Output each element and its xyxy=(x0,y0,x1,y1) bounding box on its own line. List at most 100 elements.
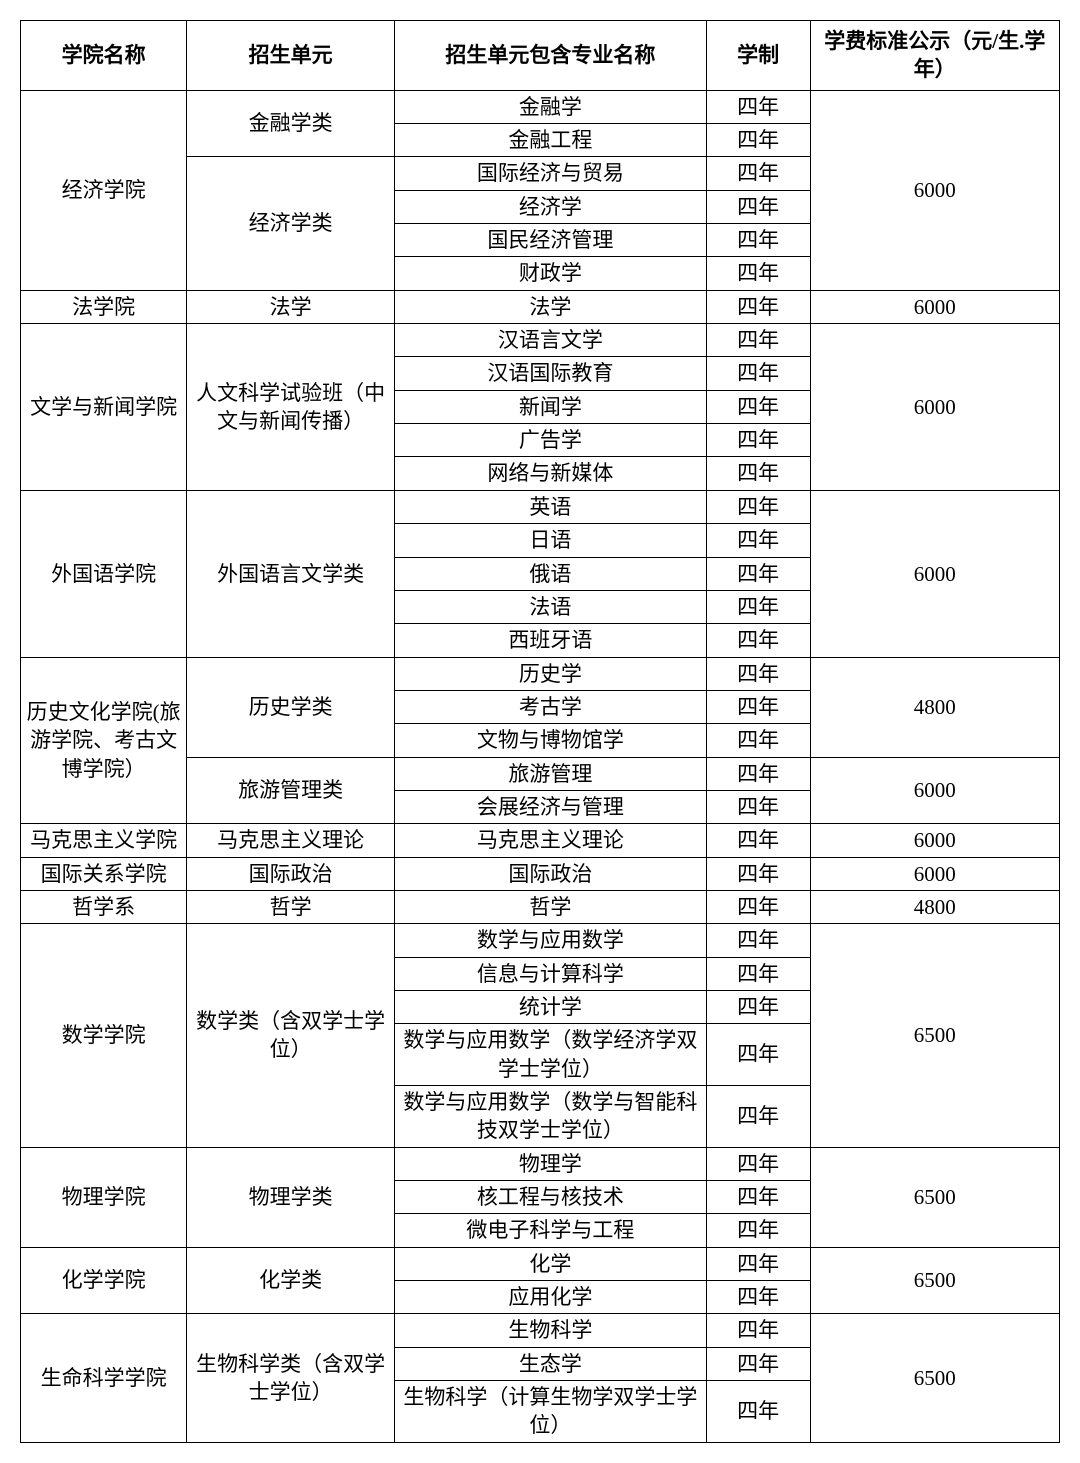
major-cell: 会展经济与管理 xyxy=(395,790,707,823)
duration-cell: 四年 xyxy=(706,957,810,990)
duration-cell: 四年 xyxy=(706,590,810,623)
header-duration: 学制 xyxy=(706,21,810,91)
duration-cell: 四年 xyxy=(706,524,810,557)
major-cell: 马克思主义理论 xyxy=(395,824,707,857)
header-unit: 招生单元 xyxy=(187,21,395,91)
college-cell: 物理学院 xyxy=(21,1147,187,1247)
college-cell: 法学院 xyxy=(21,290,187,323)
major-cell: 国际政治 xyxy=(395,857,707,890)
fee-cell: 6000 xyxy=(810,90,1059,290)
duration-cell: 四年 xyxy=(706,457,810,490)
major-cell: 财政学 xyxy=(395,257,707,290)
major-cell: 生物科学 xyxy=(395,1314,707,1347)
duration-cell: 四年 xyxy=(706,157,810,190)
unit-cell: 法学 xyxy=(187,290,395,323)
duration-cell: 四年 xyxy=(706,357,810,390)
fee-cell: 4800 xyxy=(810,657,1059,757)
college-cell: 外国语学院 xyxy=(21,490,187,657)
header-row: 学院名称 招生单元 招生单元包含专业名称 学制 学费标准公示（元/生.学年） xyxy=(21,21,1060,91)
duration-cell: 四年 xyxy=(706,1024,810,1086)
unit-cell: 历史学类 xyxy=(187,657,395,757)
unit-cell: 外国语言文学类 xyxy=(187,490,395,657)
table-row: 文学与新闻学院人文科学试验班（中文与新闻传播）汉语言文学四年6000 xyxy=(21,324,1060,357)
duration-cell: 四年 xyxy=(706,1347,810,1380)
major-cell: 文物与博物馆学 xyxy=(395,724,707,757)
duration-cell: 四年 xyxy=(706,190,810,223)
duration-cell: 四年 xyxy=(706,257,810,290)
fee-cell: 6000 xyxy=(810,490,1059,657)
header-fee: 学费标准公示（元/生.学年） xyxy=(810,21,1059,91)
major-cell: 西班牙语 xyxy=(395,624,707,657)
duration-cell: 四年 xyxy=(706,790,810,823)
table-row: 外国语学院外国语言文学类英语四年6000 xyxy=(21,490,1060,523)
college-cell: 经济学院 xyxy=(21,90,187,290)
major-cell: 汉语言文学 xyxy=(395,324,707,357)
table-row: 哲学系哲学哲学四年4800 xyxy=(21,890,1060,923)
unit-cell: 化学类 xyxy=(187,1247,395,1314)
major-cell: 汉语国际教育 xyxy=(395,357,707,390)
table-row: 物理学院物理学类物理学四年6500 xyxy=(21,1147,1060,1180)
major-cell: 金融工程 xyxy=(395,124,707,157)
duration-cell: 四年 xyxy=(706,690,810,723)
unit-cell: 旅游管理类 xyxy=(187,757,395,824)
duration-cell: 四年 xyxy=(706,924,810,957)
duration-cell: 四年 xyxy=(706,724,810,757)
unit-cell: 数学类（含双学士学位） xyxy=(187,924,395,1147)
duration-cell: 四年 xyxy=(706,1181,810,1214)
table-row: 马克思主义学院马克思主义理论马克思主义理论四年6000 xyxy=(21,824,1060,857)
major-cell: 国际经济与贸易 xyxy=(395,157,707,190)
duration-cell: 四年 xyxy=(706,857,810,890)
major-cell: 应用化学 xyxy=(395,1281,707,1314)
header-college: 学院名称 xyxy=(21,21,187,91)
duration-cell: 四年 xyxy=(706,90,810,123)
major-cell: 新闻学 xyxy=(395,390,707,423)
duration-cell: 四年 xyxy=(706,490,810,523)
duration-cell: 四年 xyxy=(706,1247,810,1280)
fee-cell: 6500 xyxy=(810,924,1059,1147)
unit-cell: 人文科学试验班（中文与新闻传播） xyxy=(187,324,395,491)
major-cell: 历史学 xyxy=(395,657,707,690)
duration-cell: 四年 xyxy=(706,890,810,923)
unit-cell: 生物科学类（含双学士学位） xyxy=(187,1314,395,1442)
unit-cell: 经济学类 xyxy=(187,157,395,290)
duration-cell: 四年 xyxy=(706,390,810,423)
major-cell: 金融学 xyxy=(395,90,707,123)
unit-cell: 哲学 xyxy=(187,890,395,923)
major-cell: 国民经济管理 xyxy=(395,224,707,257)
major-cell: 化学 xyxy=(395,1247,707,1280)
duration-cell: 四年 xyxy=(706,1314,810,1347)
major-cell: 微电子科学与工程 xyxy=(395,1214,707,1247)
table-row: 法学院法学法学四年6000 xyxy=(21,290,1060,323)
fee-cell: 6000 xyxy=(810,824,1059,857)
major-cell: 数学与应用数学（数学经济学双学士学位） xyxy=(395,1024,707,1086)
duration-cell: 四年 xyxy=(706,324,810,357)
duration-cell: 四年 xyxy=(706,1214,810,1247)
major-cell: 数学与应用数学（数学与智能科技双学士学位） xyxy=(395,1086,707,1148)
major-cell: 统计学 xyxy=(395,990,707,1023)
table-row: 经济学院金融学类金融学四年6000 xyxy=(21,90,1060,123)
major-cell: 生态学 xyxy=(395,1347,707,1380)
fee-cell: 6500 xyxy=(810,1147,1059,1247)
major-cell: 物理学 xyxy=(395,1147,707,1180)
college-cell: 历史文化学院(旅游学院、考古文博学院） xyxy=(21,657,187,824)
table-row: 生命科学学院生物科学类（含双学士学位）生物科学四年6500 xyxy=(21,1314,1060,1347)
duration-cell: 四年 xyxy=(706,124,810,157)
duration-cell: 四年 xyxy=(706,1086,810,1148)
fee-cell: 6000 xyxy=(810,857,1059,890)
unit-cell: 国际政治 xyxy=(187,857,395,890)
duration-cell: 四年 xyxy=(706,624,810,657)
duration-cell: 四年 xyxy=(706,1281,810,1314)
table-row: 数学学院数学类（含双学士学位）数学与应用数学四年6500 xyxy=(21,924,1060,957)
tuition-table: 学院名称 招生单元 招生单元包含专业名称 学制 学费标准公示（元/生.学年） 经… xyxy=(20,20,1060,1443)
header-major: 招生单元包含专业名称 xyxy=(395,21,707,91)
major-cell: 法学 xyxy=(395,290,707,323)
college-cell: 生命科学学院 xyxy=(21,1314,187,1442)
duration-cell: 四年 xyxy=(706,824,810,857)
major-cell: 考古学 xyxy=(395,690,707,723)
fee-cell: 6500 xyxy=(810,1314,1059,1442)
table-row: 历史文化学院(旅游学院、考古文博学院）历史学类历史学四年4800 xyxy=(21,657,1060,690)
unit-cell: 物理学类 xyxy=(187,1147,395,1247)
duration-cell: 四年 xyxy=(706,424,810,457)
fee-cell: 6500 xyxy=(810,1247,1059,1314)
major-cell: 信息与计算科学 xyxy=(395,957,707,990)
